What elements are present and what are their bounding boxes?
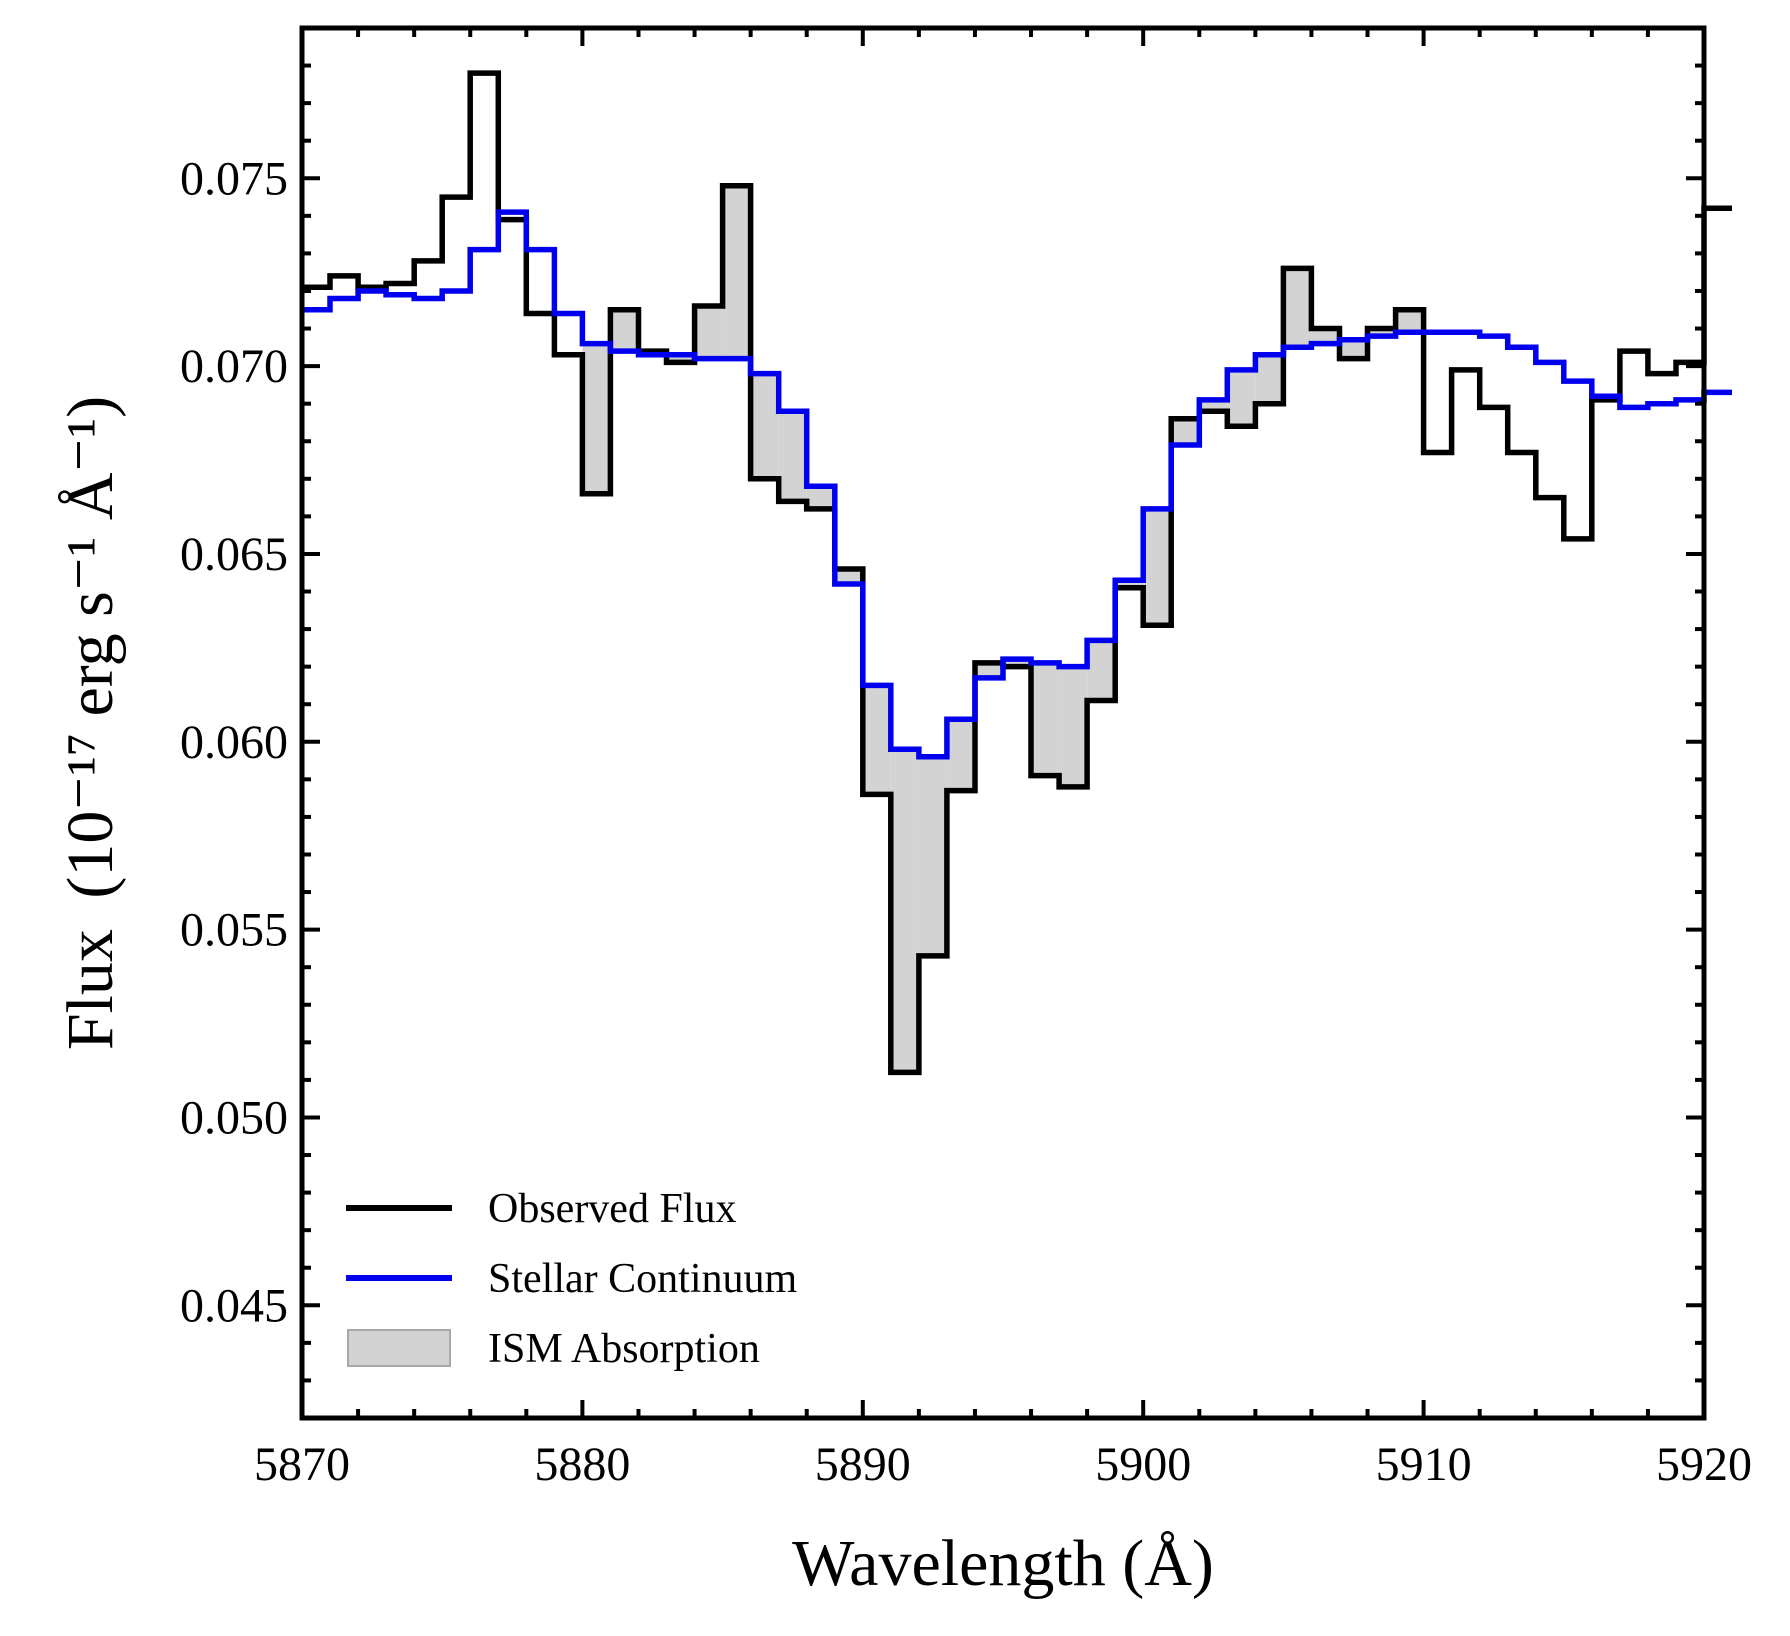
y-tick-label: 0.050: [180, 1091, 288, 1144]
ism-absorption-bin: [1283, 268, 1312, 348]
ism-absorption-fill: [582, 185, 1424, 1073]
x-tick-labels: 5870 5880 5890 5900 5910 5920: [254, 1438, 1752, 1491]
legend-label-stellar-continuum: Stellar Continuum: [488, 1256, 797, 1302]
y-tick-label: 0.075: [180, 152, 288, 205]
legend: Observed Flux Stellar Continuum ISM Abso…: [346, 1186, 797, 1372]
ism-absorption-bin: [1367, 328, 1396, 337]
ism-absorption-bin: [1115, 580, 1144, 588]
ism-absorption-bin: [834, 568, 863, 584]
y-tick-label: 0.060: [180, 716, 288, 769]
series-observed-flux-line: [302, 70, 1732, 1076]
ism-absorption-bin: [1171, 418, 1200, 445]
ism-absorption-bin: [722, 185, 751, 359]
ism-absorption-bin: [582, 343, 611, 494]
ism-absorption-bin: [1339, 339, 1368, 359]
ism-absorption-bin: [890, 749, 919, 1073]
y-axis-title-units: (10⁻¹⁷ erg s⁻¹ Å⁻¹): [54, 396, 127, 899]
ism-absorption-bin: [1227, 369, 1256, 427]
legend-label-observed-flux: Observed Flux: [488, 1186, 736, 1232]
x-tick-label: 5920: [1656, 1438, 1752, 1491]
x-tick-label: 5900: [1095, 1438, 1191, 1491]
plot-frame: [299, 25, 1707, 1421]
ism-absorption-bin: [1395, 309, 1424, 333]
ism-absorption-bin: [610, 309, 639, 352]
ism-absorption-bin: [1059, 666, 1088, 787]
y-tick-label: 0.065: [180, 528, 288, 581]
x-tick-label: 5890: [815, 1438, 911, 1491]
ism-absorption-bin: [1031, 662, 1060, 776]
ism-absorption-bin: [806, 486, 835, 509]
x-tick-label: 5880: [534, 1438, 630, 1491]
ism-absorption-bin: [778, 411, 807, 502]
legend-swatch-ism-absorption: [347, 1329, 451, 1367]
ism-absorption-bin: [1311, 328, 1340, 344]
x-axis-title: Wavelength (Å): [792, 1527, 1214, 1600]
y-tick-label: 0.070: [180, 340, 288, 393]
ism-absorption-bin: [666, 354, 695, 363]
y-axis-title: Flux (10⁻¹⁷ erg s⁻¹ Å⁻¹): [54, 396, 127, 1050]
ism-absorption-bin: [694, 306, 723, 359]
x-tick-label: 5870: [254, 1438, 350, 1491]
x-tick-label: 5910: [1376, 1438, 1472, 1491]
ism-absorption-bin: [750, 373, 779, 479]
ism-absorption-bin: [1199, 399, 1228, 412]
legend-label-ism-absorption: ISM Absorption: [488, 1326, 760, 1372]
ism-absorption-bin: [946, 719, 975, 791]
y-tick-label: 0.055: [180, 904, 288, 957]
ism-absorption-bin: [1087, 640, 1116, 701]
series-stellar-continuum-line: [302, 209, 1732, 760]
ism-absorption-bin: [1143, 508, 1172, 626]
ism-absorption-bin: [1003, 659, 1032, 667]
ism-absorption-bin: [1255, 354, 1284, 404]
y-tick-label: 0.045: [180, 1279, 288, 1332]
y-axis-title-main: Flux: [54, 929, 127, 1050]
y-tick-labels: 0.045 0.050 0.055 0.060 0.065 0.070 0.075: [180, 152, 288, 1332]
ism-absorption-bin: [862, 685, 891, 795]
ism-absorption-bin: [974, 662, 1003, 678]
ism-absorption-bin: [918, 756, 947, 956]
